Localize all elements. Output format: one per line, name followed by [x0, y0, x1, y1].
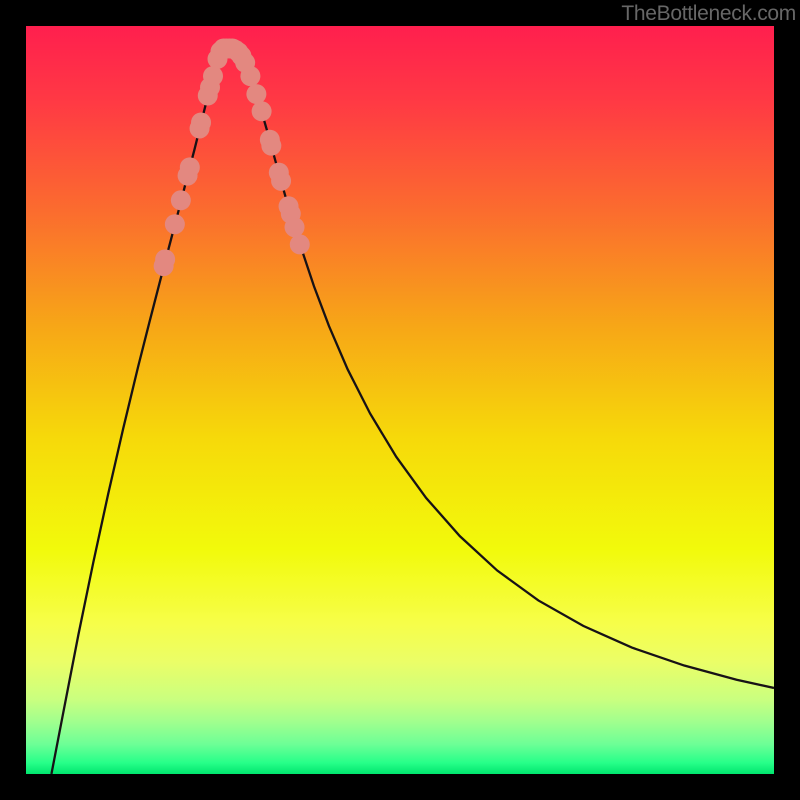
- data-marker: [271, 171, 291, 191]
- data-marker: [240, 66, 260, 86]
- bottleneck-curve-svg: [26, 26, 774, 774]
- data-marker: [171, 190, 191, 210]
- data-marker: [285, 217, 305, 237]
- data-marker: [155, 249, 175, 269]
- data-marker: [180, 157, 200, 177]
- watermark-text: TheBottleneck.com: [621, 2, 796, 26]
- data-markers-group: [154, 38, 310, 276]
- chart-frame: TheBottleneck.com: [0, 0, 800, 800]
- data-marker: [191, 112, 211, 132]
- data-marker: [290, 234, 310, 254]
- data-marker: [165, 214, 185, 234]
- bottleneck-curve-line: [51, 48, 774, 774]
- data-marker: [261, 136, 281, 156]
- plot-area: [26, 26, 774, 774]
- data-marker: [246, 84, 266, 104]
- data-marker: [252, 101, 272, 121]
- data-marker: [203, 66, 223, 86]
